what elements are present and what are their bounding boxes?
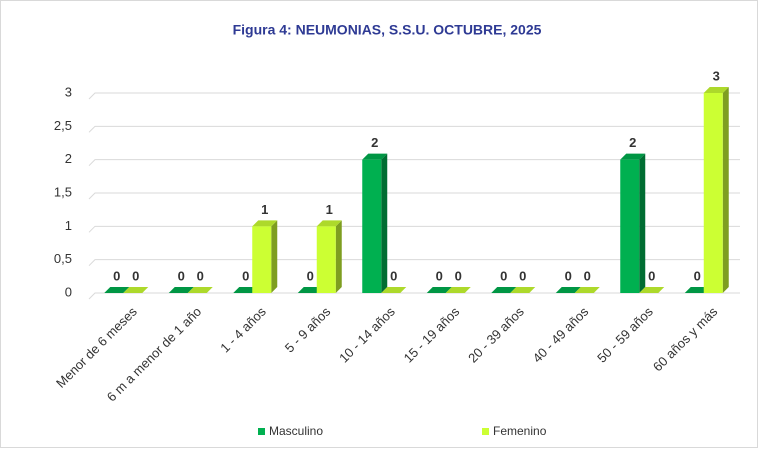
y-tick-label: 3	[65, 84, 72, 99]
data-label: 0	[519, 268, 526, 283]
bar-side	[639, 153, 646, 293]
data-label: 2	[371, 135, 378, 150]
data-label: 3	[713, 68, 720, 83]
bar-top	[426, 287, 452, 293]
bar-top	[491, 287, 517, 293]
y-tick-label: 1,5	[54, 184, 72, 199]
data-label: 1	[261, 202, 268, 217]
data-label: 0	[648, 268, 655, 283]
y-tick-label: 2,5	[54, 118, 72, 133]
grid-line	[88, 259, 740, 267]
data-label: 0	[455, 268, 462, 283]
bar-top	[362, 153, 388, 160]
bar-top	[510, 287, 536, 293]
y-tick-label: 0,5	[54, 251, 72, 266]
chart-title: Figura 4: NEUMONIAS, S.S.U. OCTUBRE, 202…	[233, 22, 542, 38]
grid-line	[88, 192, 740, 200]
data-label: 2	[629, 135, 636, 150]
data-label: 0	[197, 268, 204, 283]
grid-line	[88, 159, 740, 167]
data-label: 0	[390, 268, 397, 283]
bar-top	[316, 220, 342, 227]
data-label: 0	[242, 268, 249, 283]
bar-side	[381, 153, 388, 293]
bar-top	[574, 287, 600, 293]
data-label: 0	[584, 268, 591, 283]
bar-side	[271, 220, 278, 293]
data-label: 0	[500, 268, 507, 283]
bar-top	[639, 287, 665, 293]
legend-swatch	[482, 428, 489, 435]
bar	[316, 226, 336, 293]
y-tick-label: 1	[65, 218, 72, 233]
data-label: 0	[307, 268, 314, 283]
bar-top	[123, 287, 149, 293]
bar	[620, 159, 640, 293]
bar-top	[233, 287, 259, 293]
data-label: 1	[326, 202, 333, 217]
bar-top	[381, 287, 407, 293]
bar-side	[722, 87, 729, 293]
bar-top	[445, 287, 471, 293]
data-label: 0	[113, 268, 120, 283]
legend-label: Femenino	[493, 424, 547, 438]
bar-top	[168, 287, 194, 293]
bar-top	[297, 287, 323, 293]
data-label: 0	[694, 268, 701, 283]
bar-side	[335, 220, 342, 293]
grid-line	[88, 125, 740, 133]
bar-top	[104, 287, 130, 293]
bar	[252, 226, 272, 293]
bar-top	[703, 87, 729, 93]
data-label: 0	[436, 268, 443, 283]
bar	[703, 93, 723, 293]
data-label: 0	[178, 268, 185, 283]
grid-line	[88, 92, 740, 100]
bar-top	[684, 287, 710, 293]
y-tick-label: 0	[65, 284, 72, 299]
bar	[362, 159, 382, 293]
grid-line	[88, 225, 740, 233]
bar-top	[555, 287, 581, 293]
data-label: 0	[132, 268, 139, 283]
bar-top	[187, 287, 213, 293]
legend-label: Masculino	[269, 424, 323, 438]
bar-top	[252, 220, 278, 227]
bar-top	[620, 153, 646, 160]
data-label: 0	[565, 268, 572, 283]
legend-swatch	[258, 428, 265, 435]
y-tick-label: 2	[65, 151, 72, 166]
